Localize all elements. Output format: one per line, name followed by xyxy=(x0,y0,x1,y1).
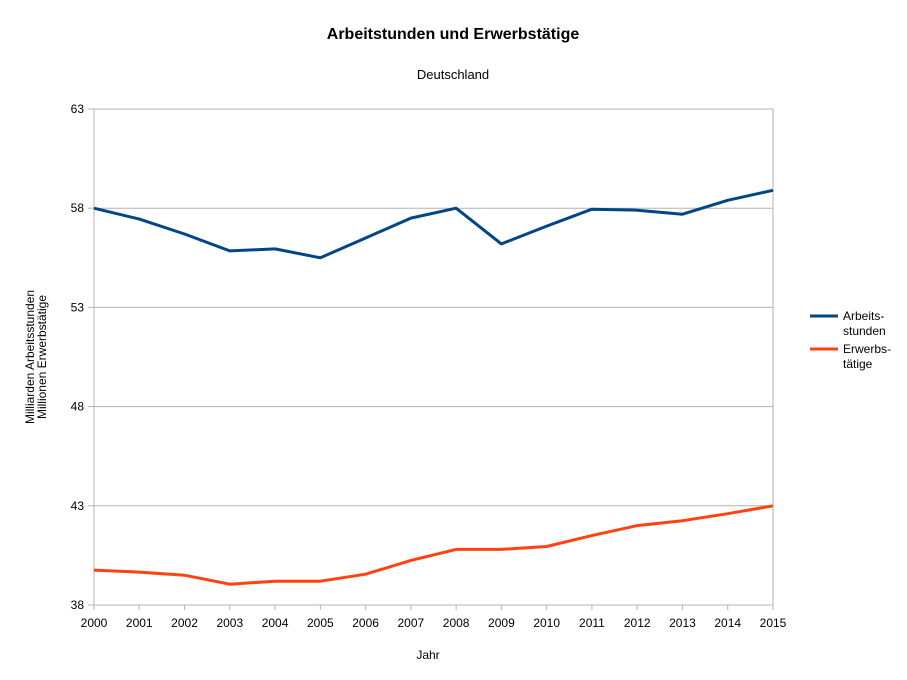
y-axis-label-line-1: Milliarden Arbeitsstunden xyxy=(23,290,37,424)
y-axis-label-line-2: Millionen Erwerbstätige xyxy=(35,295,49,419)
y-tick-label: 43 xyxy=(71,499,85,513)
legend-item-erwerbstaetige: Erwerbs- tätige xyxy=(810,342,891,371)
series-line-erwerbstaetige xyxy=(93,504,774,586)
x-axis-ticks: 2000 2001 2002 2003 2004 2005 2006 2007 2008 2009… xyxy=(81,605,787,630)
x-tick-label: 2007 xyxy=(398,616,425,630)
y-tick-label: 63 xyxy=(71,102,85,116)
y-tick-label: 58 xyxy=(71,201,85,215)
x-tick-label: 2003 xyxy=(216,616,243,630)
series-line-arbeitsstunden xyxy=(93,188,774,260)
x-tick-label: 2010 xyxy=(533,616,560,630)
y-axis-label: Milliarden Arbeitsstunden Millionen Erwe… xyxy=(23,290,49,424)
x-tick-label: 2000 xyxy=(81,616,108,630)
chart-title: Arbeitstunden und Erwerbstätige xyxy=(327,26,580,43)
legend-label-arbeitsstunden-line-1: Arbeits- xyxy=(843,309,884,323)
series-lines xyxy=(93,188,774,586)
legend-label-arbeitsstunden-line-2: stunden xyxy=(843,324,886,338)
y-tick-label: 38 xyxy=(71,598,85,612)
x-tick-label: 2009 xyxy=(488,616,515,630)
gridlines xyxy=(93,108,774,606)
legend: Arbeits- stunden Erwerbs- tätige xyxy=(810,309,891,371)
x-tick-label: 2006 xyxy=(352,616,379,630)
legend-item-arbeitsstunden: Arbeits- stunden xyxy=(810,309,886,338)
x-tick-label: 2014 xyxy=(714,616,741,630)
y-axis-ticks: 38 43 48 53 58 63 xyxy=(71,102,94,612)
y-tick-label: 53 xyxy=(71,300,85,314)
x-tick-label: 2008 xyxy=(443,616,470,630)
x-tick-label: 2004 xyxy=(262,616,289,630)
x-tick-label: 2013 xyxy=(669,616,696,630)
x-tick-label: 2005 xyxy=(307,616,334,630)
y-tick-label: 48 xyxy=(71,400,85,414)
legend-label-erwerbstaetige-line-1: Erwerbs- xyxy=(843,342,891,356)
x-tick-label: 2015 xyxy=(760,616,787,630)
legend-label-erwerbstaetige-line-2: tätige xyxy=(843,357,873,371)
x-tick-label: 2001 xyxy=(126,616,153,630)
x-tick-label: 2012 xyxy=(624,616,651,630)
x-tick-label: 2011 xyxy=(579,616,605,630)
chart-subtitle: Deutschland xyxy=(417,67,489,82)
x-tick-label: 2002 xyxy=(171,616,198,630)
x-axis-label: Jahr xyxy=(416,648,439,662)
